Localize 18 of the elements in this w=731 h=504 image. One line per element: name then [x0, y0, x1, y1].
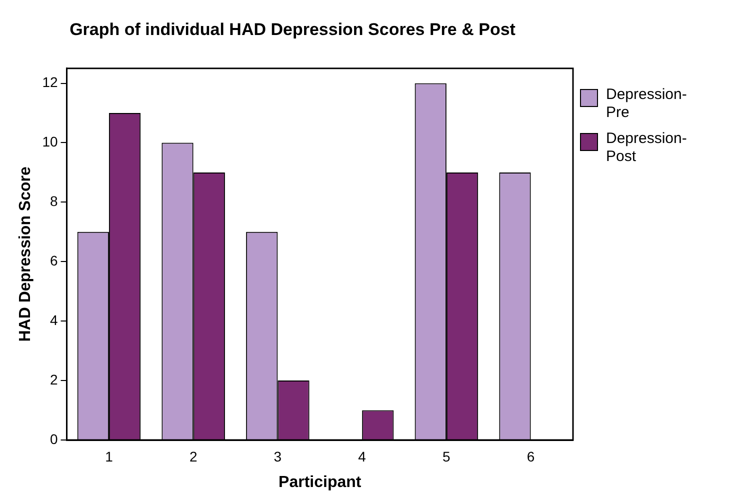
x-tick-label: 4 — [358, 448, 366, 464]
y-tick-label: 2 — [50, 371, 58, 388]
y-tick-label: 10 — [42, 134, 58, 150]
chart-title: Graph of individual HAD Depression Scores Pre & Post — [70, 20, 516, 39]
x-tick-label: 3 — [274, 448, 282, 464]
x-tick-label: 5 — [442, 448, 451, 464]
x-tick-label: 1 — [105, 448, 114, 464]
y-tick-label: 0 — [50, 430, 58, 447]
y-axis-title: HAD Depression Score — [17, 166, 34, 342]
x-axis-title: Participant — [278, 474, 362, 491]
y-tick-label: 12 — [42, 74, 58, 90]
y-tick-label: 8 — [50, 193, 58, 210]
x-tick-label: 2 — [189, 448, 198, 464]
legend-label: Depression-Post — [606, 130, 688, 166]
y-tick-label: 4 — [50, 312, 58, 328]
y-tick-label: 6 — [50, 252, 58, 268]
x-tick-label: 6 — [526, 448, 535, 464]
legend-label: Depression-Pre — [606, 86, 688, 122]
